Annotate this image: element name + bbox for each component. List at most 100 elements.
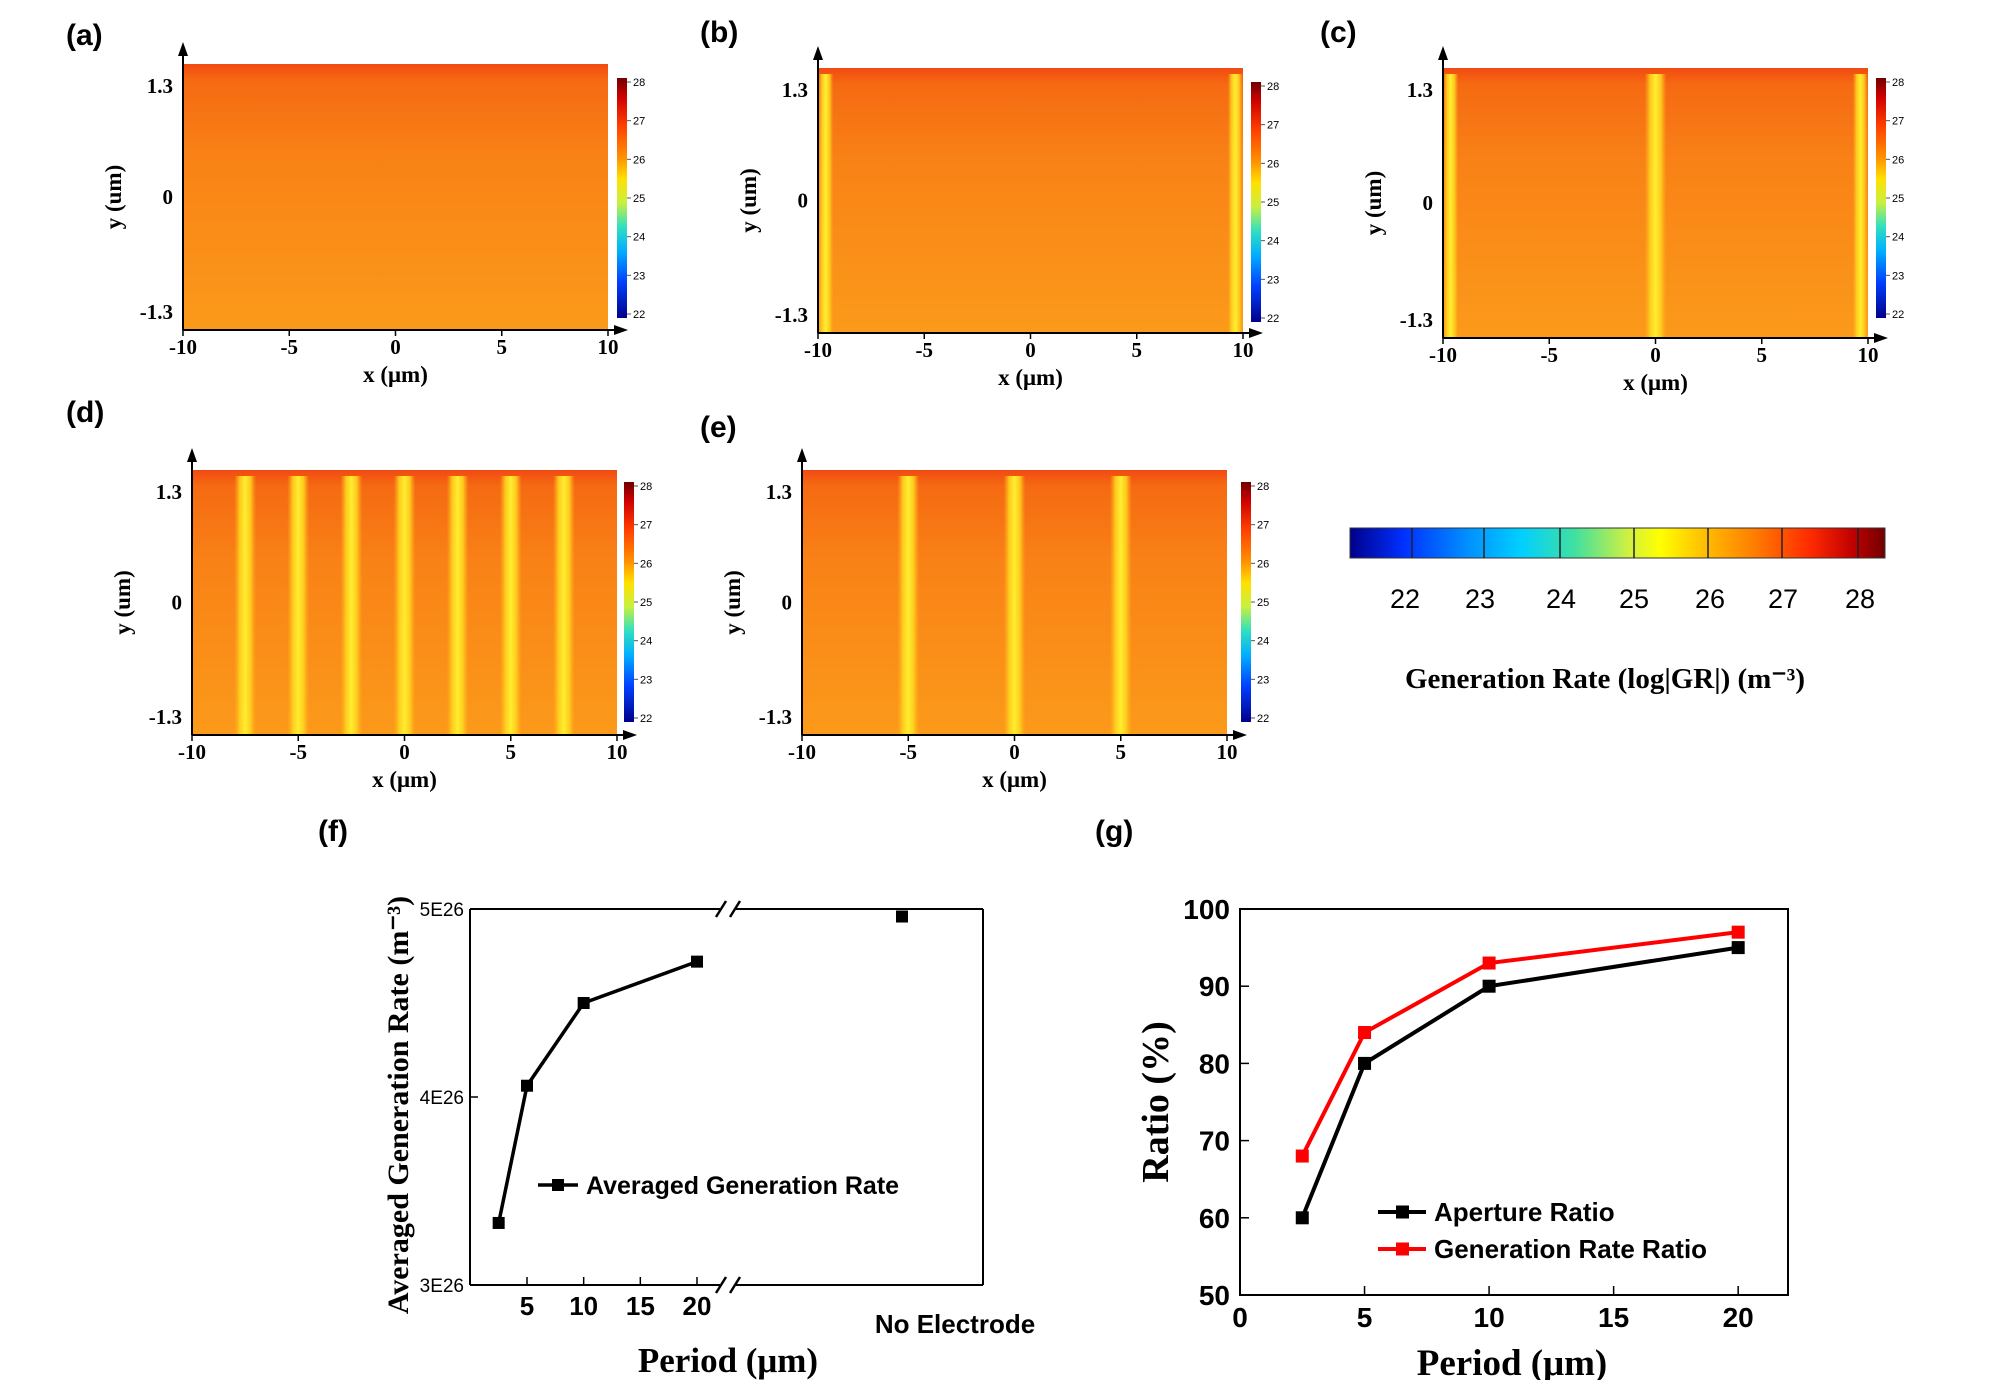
side-colorbar-label: 27 bbox=[633, 116, 645, 128]
electrode-stripe bbox=[1852, 74, 1868, 338]
x-axis-label: x (μm) bbox=[363, 362, 428, 387]
x-axis-label: x (μm) bbox=[1623, 370, 1688, 395]
side-colorbar-label: 26 bbox=[633, 154, 645, 166]
side-colorbar-label: 28 bbox=[633, 77, 645, 89]
y-tick-label: -1.3 bbox=[775, 303, 808, 327]
x-tick-label: -5 bbox=[900, 740, 918, 764]
x-axis-arrow bbox=[1249, 328, 1263, 338]
y-tick-label: 0 bbox=[798, 189, 809, 213]
y-axis-label: Averaged Generation Rate (m⁻³) bbox=[382, 896, 415, 1314]
y-axis-arrow bbox=[187, 448, 197, 462]
data-point bbox=[577, 997, 590, 1009]
y-tick-label: 0 bbox=[172, 591, 183, 615]
data-point bbox=[1731, 941, 1745, 955]
main-colorbar-tick-label: 25 bbox=[1619, 584, 1649, 614]
plot-frame bbox=[1239, 908, 1789, 1296]
data-point bbox=[1731, 925, 1745, 939]
side-colorbar-label: 22 bbox=[1267, 313, 1279, 325]
x-tick-label: -10 bbox=[804, 338, 832, 362]
y-axis-arrow bbox=[1438, 46, 1448, 60]
y-tick-label: 0 bbox=[163, 185, 174, 209]
x-tick-label: 0 bbox=[390, 335, 401, 359]
data-point bbox=[1482, 956, 1496, 970]
x-tick-label: 5 bbox=[520, 1291, 534, 1321]
x-tick-label: 10 bbox=[569, 1291, 598, 1321]
heatmap-panel: (d) -10 -5 0 5 10 x (μm) 1.3 0 -1.3 y (um) 28 27 26 25… bbox=[66, 396, 652, 792]
side-colorbar-label: 23 bbox=[1257, 674, 1269, 686]
panel-label: (g) bbox=[1095, 815, 1133, 848]
x-tick-label: 0 bbox=[1232, 1302, 1248, 1333]
electrode-stripe bbox=[1227, 74, 1243, 333]
series-line bbox=[1300, 930, 1739, 1157]
main-colorbar-tick-label: 26 bbox=[1695, 584, 1725, 614]
panel-label: (c) bbox=[1320, 16, 1357, 49]
heatmap-field bbox=[818, 68, 1243, 333]
side-colorbar-label: 22 bbox=[1892, 309, 1904, 321]
data-point bbox=[521, 1079, 533, 1092]
electrode-stripe bbox=[340, 476, 363, 735]
y-tick-label: 0 bbox=[1423, 191, 1434, 215]
legend-label: Averaged Generation Rate bbox=[586, 1172, 899, 1200]
x-tick-label: -5 bbox=[290, 740, 308, 764]
legend-label: Aperture Ratio bbox=[1434, 1197, 1615, 1227]
x-tick-label: 0 bbox=[1025, 338, 1036, 362]
electrode-stripe bbox=[446, 476, 469, 735]
x-tick-label: 5 bbox=[1757, 343, 1768, 367]
x-tick-label: 10 bbox=[607, 740, 628, 764]
electrode-stripe bbox=[1109, 476, 1132, 735]
y-axis-label: y (um) bbox=[720, 570, 745, 635]
main-colorbar-tick-label: 23 bbox=[1465, 584, 1495, 614]
side-colorbar-label: 26 bbox=[640, 558, 652, 570]
x-tick-label: 10 bbox=[598, 335, 619, 359]
y-axis-label: Ratio (%) bbox=[1135, 1021, 1177, 1182]
electrode-stripe bbox=[287, 476, 310, 735]
x-tick-label: 20 bbox=[683, 1291, 712, 1321]
heatmap-panel: (e) -10 -5 0 5 10 x (μm) 1.3 0 -1.3 y (um) 28 27 26 25… bbox=[700, 411, 1269, 792]
axis-break-mark bbox=[714, 1276, 728, 1294]
y-axis-label: y (um) bbox=[1361, 171, 1386, 236]
side-colorbar bbox=[617, 78, 627, 318]
panel-label: (e) bbox=[700, 411, 737, 444]
electrode-stripe bbox=[393, 476, 416, 735]
x-tick-label: 10 bbox=[1474, 1302, 1505, 1333]
y-tick-label: 60 bbox=[1199, 1203, 1230, 1234]
side-colorbar-label: 28 bbox=[1267, 81, 1279, 93]
heatmap-panel: (a) -10 -5 0 5 10 x (μm) 1.3 0 -1.3 y (um) 28 27 26 25… bbox=[66, 19, 645, 387]
electrode-stripe bbox=[499, 476, 522, 735]
x-tick-label: 5 bbox=[497, 335, 508, 359]
y-tick-label: -1.3 bbox=[759, 705, 792, 729]
side-colorbar-label: 23 bbox=[633, 270, 645, 282]
x-tick-label: 15 bbox=[626, 1291, 655, 1321]
side-colorbar bbox=[1251, 82, 1261, 322]
side-colorbar-label: 27 bbox=[1892, 116, 1904, 128]
y-axis-label: y (um) bbox=[101, 165, 126, 230]
x-tick-label: 20 bbox=[1723, 1302, 1754, 1333]
axis-break-mark bbox=[728, 900, 742, 918]
y-tick-label: 1.3 bbox=[766, 480, 792, 504]
legend-marker bbox=[552, 1179, 564, 1191]
x-axis-label: Period (μm) bbox=[1417, 1343, 1608, 1380]
y-axis-arrow bbox=[178, 42, 188, 56]
axis-break-mark bbox=[714, 900, 728, 918]
x-tick-label: 5 bbox=[506, 740, 517, 764]
x-tick-label: -5 bbox=[1541, 343, 1559, 367]
side-colorbar bbox=[1876, 78, 1886, 318]
x-tick-label: 15 bbox=[1598, 1302, 1629, 1333]
series-line bbox=[496, 959, 698, 1224]
data-point bbox=[492, 1216, 505, 1229]
side-colorbar-label: 25 bbox=[1267, 197, 1279, 209]
main-colorbar bbox=[1349, 527, 1886, 559]
electrode-stripe bbox=[1003, 476, 1026, 735]
panel-label: (d) bbox=[66, 396, 104, 429]
side-colorbar-label: 27 bbox=[1257, 520, 1269, 532]
chart-panel-f: (f) 5E26 4E26 3E26 5 10 15 20 No Electrode Period… bbox=[318, 815, 1035, 1380]
x-tick-label: 5 bbox=[1132, 338, 1143, 362]
y-axis-label: y (um) bbox=[110, 570, 135, 635]
side-colorbar-label: 25 bbox=[1892, 193, 1904, 205]
electrode-stripe bbox=[1644, 74, 1667, 338]
x-tick-label: 10 bbox=[1858, 343, 1879, 367]
x-tick-label: 0 bbox=[399, 740, 410, 764]
x-axis-arrow bbox=[1874, 333, 1888, 343]
series-line bbox=[1300, 945, 1739, 1219]
